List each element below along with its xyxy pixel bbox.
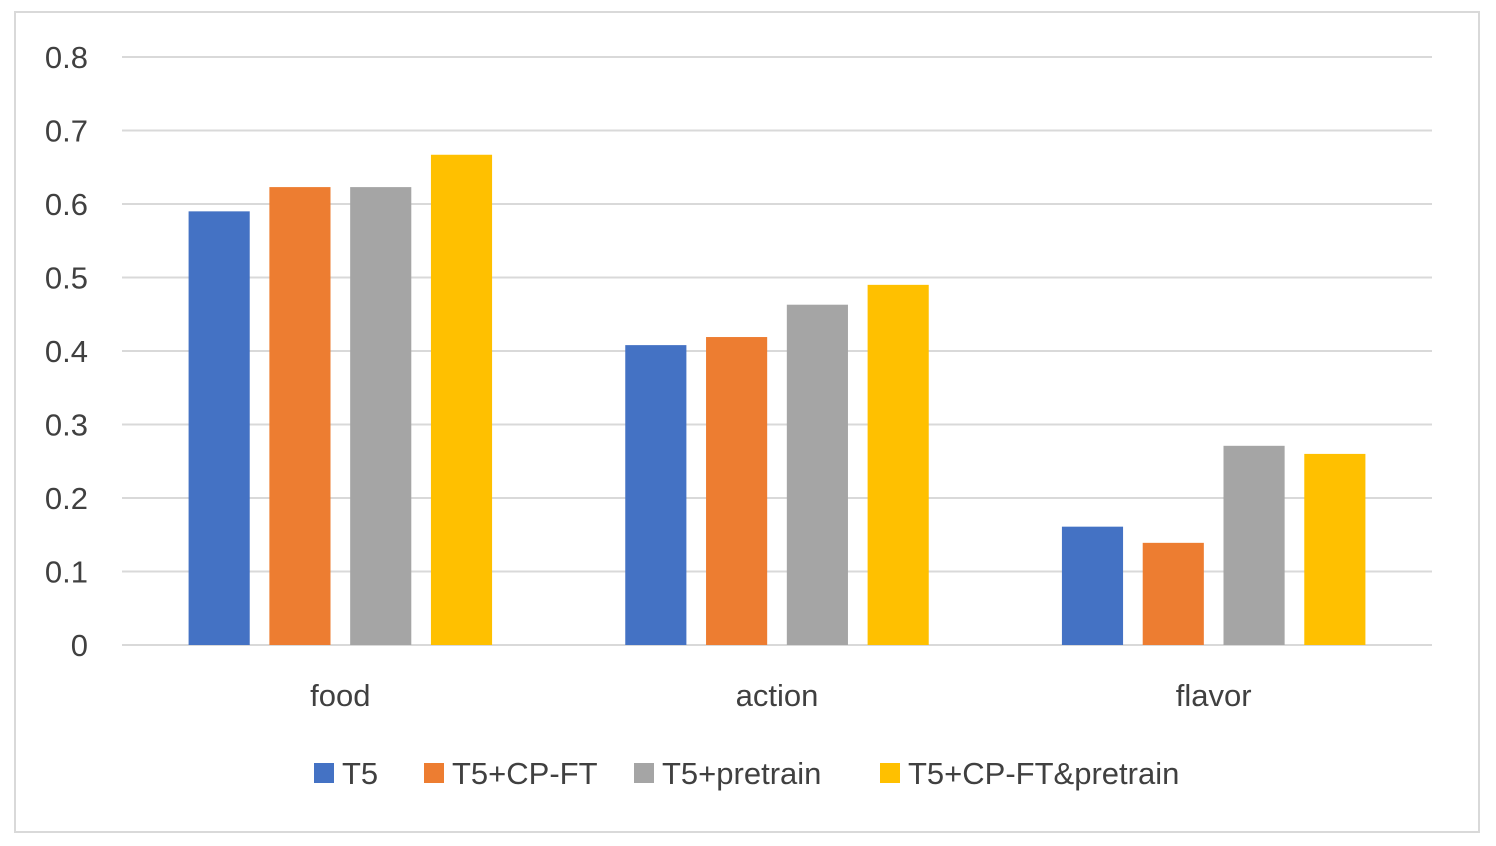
- y-tick-label: 0.8: [45, 40, 88, 75]
- bar-flavor-4: [1304, 453, 1366, 645]
- bar-action-4: [867, 284, 929, 645]
- bar-action-2: [706, 337, 768, 645]
- x-category-label: food: [310, 678, 370, 713]
- y-axis-tick-labels: 0 0.1 0.2 0.3 0.4 0.5 0.6 0.7 0.8: [45, 40, 88, 663]
- bar-food-4: [430, 154, 493, 645]
- x-category-label: action: [736, 678, 819, 713]
- y-tick-label: 0.5: [45, 261, 88, 296]
- bar-action-3: [786, 304, 848, 645]
- bar-flavor-3: [1223, 445, 1285, 645]
- gridlines: [122, 56, 1432, 646]
- bar-food-1: [188, 211, 250, 645]
- legend-swatch: [314, 763, 334, 783]
- x-axis-category-labels: food action flavor: [310, 678, 1251, 713]
- legend-swatch: [880, 763, 900, 783]
- legend-label: T5: [342, 756, 378, 791]
- x-category-label: flavor: [1176, 678, 1252, 713]
- bar-action-1: [625, 345, 687, 645]
- y-tick-label: 0.3: [45, 408, 88, 443]
- y-tick-label: 0.4: [45, 334, 88, 369]
- bars: [188, 154, 1366, 645]
- bar-food-3: [350, 187, 412, 645]
- legend-swatch: [634, 763, 654, 783]
- legend-swatch: [424, 763, 444, 783]
- legend: T5 T5+CP-FT T5+pretrain T5+CP-FT&pretrain: [314, 756, 1179, 791]
- legend-label: T5+pretrain: [662, 756, 821, 791]
- y-tick-label: 0: [71, 628, 88, 663]
- bar-flavor-1: [1061, 526, 1124, 645]
- bar-food-2: [269, 187, 331, 645]
- y-tick-label: 0.1: [45, 555, 88, 590]
- bar-flavor-2: [1142, 542, 1204, 645]
- legend-label: T5+CP-FT: [452, 756, 598, 791]
- y-tick-label: 0.7: [45, 114, 88, 149]
- y-tick-label: 0.6: [45, 187, 88, 222]
- y-tick-label: 0.2: [45, 481, 88, 516]
- legend-label: T5+CP-FT&pretrain: [908, 756, 1179, 791]
